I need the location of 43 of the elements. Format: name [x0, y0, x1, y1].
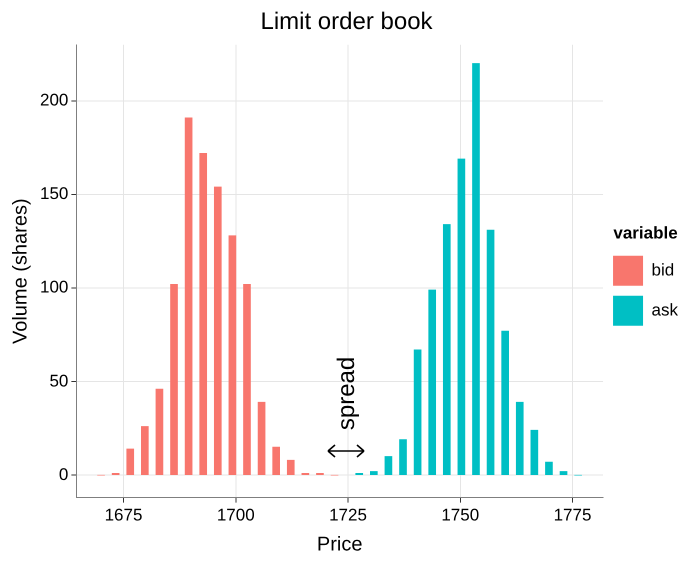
bar: [126, 448, 134, 475]
annotation: spread: [333, 356, 360, 430]
x-tick-label: 1675: [104, 505, 142, 524]
bar: [184, 117, 192, 475]
bar: [545, 462, 553, 475]
y-tick-label: 0: [58, 464, 68, 484]
y-tick-label: 150: [40, 184, 68, 204]
bar: [370, 471, 378, 475]
bar: [156, 388, 164, 475]
x-axis-title: Price: [316, 534, 362, 556]
bar: [141, 426, 149, 475]
bar: [458, 158, 466, 475]
y-tick-label: 50: [49, 371, 68, 390]
bar: [258, 402, 266, 475]
bar: [428, 290, 436, 475]
chart-title: Limit order book: [260, 8, 434, 36]
legend-title: variable: [613, 223, 678, 242]
bar: [243, 284, 251, 475]
bar: [214, 186, 222, 475]
bar: [272, 446, 280, 475]
bar: [530, 430, 538, 475]
bar: [472, 63, 480, 475]
bar: [199, 152, 208, 475]
bar: [384, 456, 392, 475]
bar: [560, 471, 568, 475]
y-tick-label: 200: [40, 90, 68, 110]
y-tick-label: 100: [40, 278, 68, 297]
bar: [414, 349, 422, 475]
x-tick-label: 1700: [216, 505, 255, 524]
bar: [501, 330, 509, 475]
legend-label: ask: [652, 300, 678, 320]
bar: [286, 460, 295, 475]
bar: [442, 224, 451, 475]
bar: [399, 439, 407, 475]
x-tick-label: 1725: [329, 505, 367, 524]
bar: [228, 235, 236, 475]
bar: [516, 402, 524, 475]
x-tick-label: 1775: [554, 505, 592, 524]
legend-label: bid: [652, 260, 674, 280]
bar: [486, 230, 494, 475]
bar: [170, 284, 178, 475]
x-tick-label: 1750: [441, 505, 480, 524]
y-axis-title: Volume (shares): [10, 198, 32, 344]
